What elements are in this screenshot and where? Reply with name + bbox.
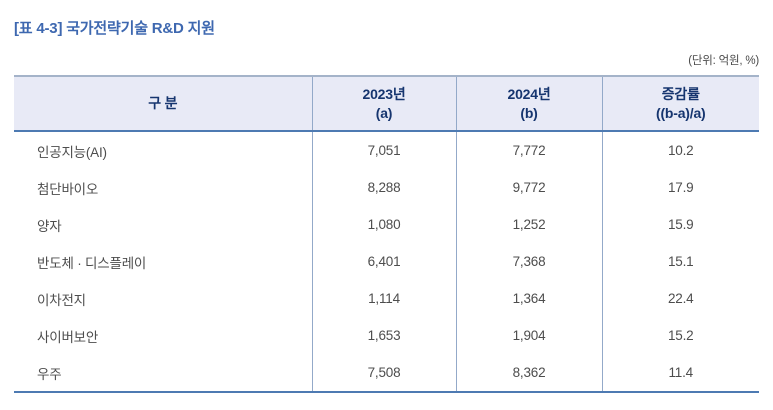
header-growth-rate: 증감률 ((b-a)/a)	[601, 76, 759, 132]
value-2024: 1,252	[455, 206, 602, 243]
value-2023: 1,114	[311, 280, 456, 317]
value-2024: 1,364	[455, 280, 602, 317]
row-label: 우주	[37, 366, 62, 382]
header-category: 구 분	[14, 76, 312, 132]
row-label: 사이버보안	[37, 329, 99, 345]
table-row: 반도체 · 디스플레이 6,401 7,368 15.1	[14, 243, 759, 280]
table-body: 인공지능(AI) 7,051 7,772 10.2 첨단바이오 8,288 9,…	[14, 131, 759, 392]
row-label: 인공지능(AI)	[37, 144, 107, 160]
value-2023: 6,401	[311, 243, 456, 280]
table-row: 양자 1,080 1,252 15.9	[14, 206, 759, 243]
header-2023: 2023년 (a)	[311, 76, 456, 132]
value-2024: 8,362	[455, 354, 602, 392]
value-rate: 17.9	[601, 169, 759, 206]
rnd-support-table: 구 분 2023년 (a) 2024년 (b) 증감률 ((b-a)/a) 인공…	[14, 75, 759, 393]
value-rate: 10.2	[601, 131, 759, 169]
value-2024: 7,368	[455, 243, 602, 280]
header-category-label: 구 분	[148, 95, 178, 112]
table-row: 첨단바이오 8,288 9,772 17.9	[14, 169, 759, 206]
table-row: 이차전지 1,114 1,364 22.4	[14, 280, 759, 317]
value-2024: 9,772	[455, 169, 602, 206]
table-row: 사이버보안 1,653 1,904 15.2	[14, 317, 759, 354]
value-rate: 22.4	[601, 280, 759, 317]
value-2023: 7,051	[311, 131, 456, 169]
table-row: 인공지능(AI) 7,051 7,772 10.2	[14, 131, 759, 169]
value-rate: 11.4	[601, 354, 759, 392]
value-rate: 15.2	[601, 317, 759, 354]
row-label: 첨단바이오	[37, 181, 99, 197]
value-2023: 7,508	[311, 354, 456, 392]
value-2024: 7,772	[455, 131, 602, 169]
row-label: 양자	[37, 218, 62, 234]
row-label: 반도체 · 디스플레이	[37, 255, 147, 271]
row-label: 이차전지	[37, 292, 86, 308]
table-row: 우주 7,508 8,362 11.4	[14, 354, 759, 392]
unit-note: (단위: 억원, %)	[688, 55, 759, 67]
value-2023: 8,288	[311, 169, 456, 206]
value-2023: 1,653	[311, 317, 456, 354]
header-2024: 2024년 (b)	[455, 76, 602, 132]
table-caption: [표 4-3] 국가전략기술 R&D 지원	[14, 20, 215, 37]
value-rate: 15.9	[601, 206, 759, 243]
value-rate: 15.1	[601, 243, 759, 280]
value-2023: 1,080	[311, 206, 456, 243]
table-header-row: 구 분 2023년 (a) 2024년 (b) 증감률 ((b-a)/a)	[14, 76, 759, 132]
value-2024: 1,904	[455, 317, 602, 354]
